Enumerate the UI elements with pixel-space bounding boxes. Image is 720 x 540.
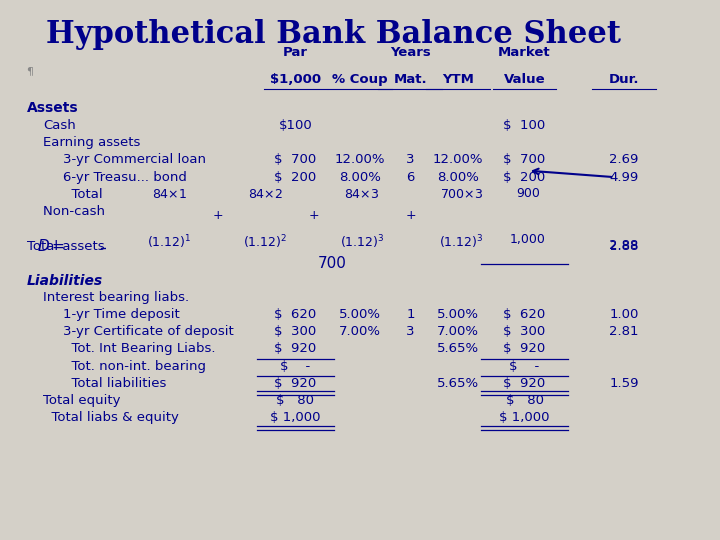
- Text: 7.00%: 7.00%: [339, 325, 381, 338]
- Text: $+$: $+$: [405, 209, 416, 222]
- Text: Total liabs & equity: Total liabs & equity: [43, 411, 179, 424]
- Text: 4.99: 4.99: [609, 171, 639, 184]
- Text: $  620: $ 620: [274, 308, 317, 321]
- Text: $1,000: $1,000: [270, 73, 321, 86]
- Text: Earning assets: Earning assets: [43, 136, 140, 149]
- Text: Years: Years: [390, 46, 431, 59]
- Text: 5.00%: 5.00%: [437, 308, 479, 321]
- Text: $+$: $+$: [212, 209, 223, 222]
- Text: 3-yr Certificate of deposit: 3-yr Certificate of deposit: [63, 325, 234, 338]
- Text: $   80: $ 80: [276, 394, 315, 407]
- Text: $    -: $ -: [509, 205, 539, 218]
- Text: 1: 1: [406, 308, 415, 321]
- Text: $(1.12)^2$: $(1.12)^2$: [243, 233, 288, 251]
- Text: 12.00%: 12.00%: [335, 153, 385, 166]
- Text: 7.00%: 7.00%: [437, 325, 479, 338]
- Text: Non-cash eq.: Non-cash eq.: [43, 205, 130, 218]
- Text: $(1.12)^1$: $(1.12)^1$: [147, 233, 192, 251]
- Text: $ 1,000: $ 1,000: [270, 240, 320, 253]
- Text: 2.81: 2.81: [609, 325, 639, 338]
- Text: $   80: $ 80: [505, 394, 544, 407]
- FancyBboxPatch shape: [107, 186, 611, 262]
- Text: $  200: $ 200: [503, 171, 546, 184]
- Text: 900: 900: [516, 187, 540, 200]
- Text: 5.65%: 5.65%: [437, 342, 480, 355]
- Text: $ 1,000: $ 1,000: [270, 411, 320, 424]
- Text: YTM: YTM: [442, 73, 474, 86]
- Text: $700{\times}3$: $700{\times}3$: [440, 188, 483, 201]
- Text: $  920: $ 920: [503, 377, 546, 390]
- Text: 3: 3: [406, 325, 415, 338]
- Text: $  700: $ 700: [503, 153, 546, 166]
- Text: 8.00%: 8.00%: [437, 171, 479, 184]
- Text: Total assets: Total assets: [27, 240, 104, 253]
- Text: 2.88: 2.88: [609, 240, 639, 253]
- Text: $    -: $ -: [280, 205, 310, 218]
- Text: Assets: Assets: [27, 101, 78, 115]
- Text: Tot. non-int. bearing: Tot. non-int. bearing: [63, 360, 206, 373]
- Text: Par: Par: [283, 46, 308, 59]
- Text: 3-yr Commercial loan: 3-yr Commercial loan: [63, 153, 206, 166]
- Text: $ 1,000: $ 1,000: [499, 411, 550, 424]
- Text: 8.00%: 8.00%: [339, 171, 381, 184]
- Text: 700: 700: [318, 256, 346, 272]
- Text: $  300: $ 300: [274, 325, 317, 338]
- Text: % Coup: % Coup: [332, 73, 387, 86]
- Text: 6-yr Treasu... bond: 6-yr Treasu... bond: [63, 171, 187, 184]
- Text: $    -: $ -: [509, 360, 539, 373]
- Text: $ 1,000: $ 1,000: [499, 240, 550, 253]
- Text: $100: $100: [279, 119, 312, 132]
- Text: $  700: $ 700: [274, 153, 317, 166]
- Text: $84{\times}2$: $84{\times}2$: [248, 188, 283, 201]
- Text: $D=$: $D=$: [37, 238, 64, 254]
- Text: $  920: $ 920: [503, 342, 546, 355]
- Text: $  920: $ 920: [274, 342, 317, 355]
- Text: 1-yr Time deposit: 1-yr Time deposit: [63, 308, 180, 321]
- Text: 6: 6: [406, 171, 415, 184]
- Text: $84{\times}3$: $84{\times}3$: [344, 188, 379, 201]
- Text: 2.88: 2.88: [609, 239, 639, 252]
- Text: $  900: $ 900: [274, 188, 317, 201]
- Text: $  100: $ 100: [503, 119, 546, 132]
- Text: Tot. Int Bearing Liabs.: Tot. Int Bearing Liabs.: [63, 342, 215, 355]
- Text: Market: Market: [498, 46, 551, 59]
- Text: 3: 3: [406, 153, 415, 166]
- Text: ¶: ¶: [27, 66, 34, 76]
- Text: Total equity: Total equity: [43, 394, 121, 407]
- Text: 1.59: 1.59: [609, 377, 639, 390]
- Text: Dur.: Dur.: [609, 73, 639, 86]
- Text: $+$: $+$: [308, 209, 320, 222]
- Text: $  200: $ 200: [274, 171, 317, 184]
- Text: Hypothetical Bank Balance Sheet: Hypothetical Bank Balance Sheet: [47, 19, 621, 50]
- Text: Mat.: Mat.: [394, 73, 427, 86]
- Text: 2.69: 2.69: [609, 153, 639, 166]
- Text: 5.00%: 5.00%: [339, 308, 381, 321]
- Text: Interest bearing liabs.: Interest bearing liabs.: [43, 291, 189, 303]
- Text: $  620: $ 620: [503, 308, 546, 321]
- Text: Total Earning assets: Total Earning assets: [63, 188, 204, 201]
- Text: Cash: Cash: [43, 119, 76, 132]
- Text: $(1.12)^3$: $(1.12)^3$: [439, 233, 484, 251]
- Text: $  300: $ 300: [503, 325, 546, 338]
- Text: $84{\times}1$: $84{\times}1$: [152, 188, 187, 201]
- Text: 12.00%: 12.00%: [433, 153, 483, 166]
- Text: Liabilities: Liabilities: [27, 274, 103, 288]
- Text: Value: Value: [504, 73, 545, 86]
- Text: 5.65%: 5.65%: [437, 377, 480, 390]
- Text: 1.00: 1.00: [609, 308, 639, 321]
- Text: $    -: $ -: [280, 360, 310, 373]
- Text: $  900: $ 900: [503, 188, 546, 201]
- Text: Total liabilities: Total liabilities: [63, 377, 166, 390]
- Text: $  920: $ 920: [274, 377, 317, 390]
- Text: $(1.12)^3$: $(1.12)^3$: [340, 233, 384, 251]
- Text: 1,000: 1,000: [510, 233, 546, 246]
